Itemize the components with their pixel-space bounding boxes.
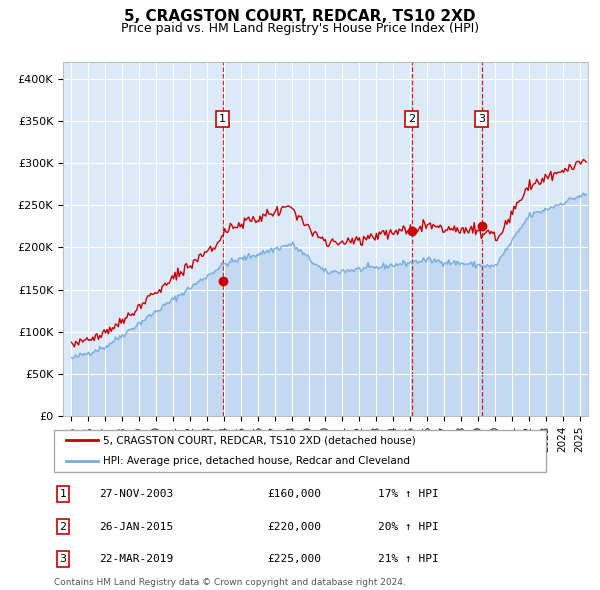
Text: 27-NOV-2003: 27-NOV-2003 [99, 489, 173, 499]
Text: 17% ↑ HPI: 17% ↑ HPI [378, 489, 439, 499]
Text: 21% ↑ HPI: 21% ↑ HPI [378, 554, 439, 564]
Text: 5, CRAGSTON COURT, REDCAR, TS10 2XD: 5, CRAGSTON COURT, REDCAR, TS10 2XD [124, 9, 476, 24]
Text: 26-JAN-2015: 26-JAN-2015 [99, 522, 173, 532]
Text: 22-MAR-2019: 22-MAR-2019 [99, 554, 173, 564]
Text: 1: 1 [59, 489, 67, 499]
Text: 1: 1 [219, 114, 226, 124]
Text: Contains HM Land Registry data © Crown copyright and database right 2024.: Contains HM Land Registry data © Crown c… [54, 578, 406, 587]
Text: 20% ↑ HPI: 20% ↑ HPI [378, 522, 439, 532]
Text: 2: 2 [59, 522, 67, 532]
Text: 3: 3 [478, 114, 485, 124]
Text: £225,000: £225,000 [267, 554, 321, 564]
Text: £160,000: £160,000 [267, 489, 321, 499]
FancyBboxPatch shape [54, 430, 546, 472]
Text: 3: 3 [59, 554, 67, 564]
Text: £220,000: £220,000 [267, 522, 321, 532]
Text: HPI: Average price, detached house, Redcar and Cleveland: HPI: Average price, detached house, Redc… [103, 457, 410, 466]
Text: 5, CRAGSTON COURT, REDCAR, TS10 2XD (detached house): 5, CRAGSTON COURT, REDCAR, TS10 2XD (det… [103, 435, 416, 445]
Text: Price paid vs. HM Land Registry's House Price Index (HPI): Price paid vs. HM Land Registry's House … [121, 22, 479, 35]
Text: 2: 2 [408, 114, 415, 124]
